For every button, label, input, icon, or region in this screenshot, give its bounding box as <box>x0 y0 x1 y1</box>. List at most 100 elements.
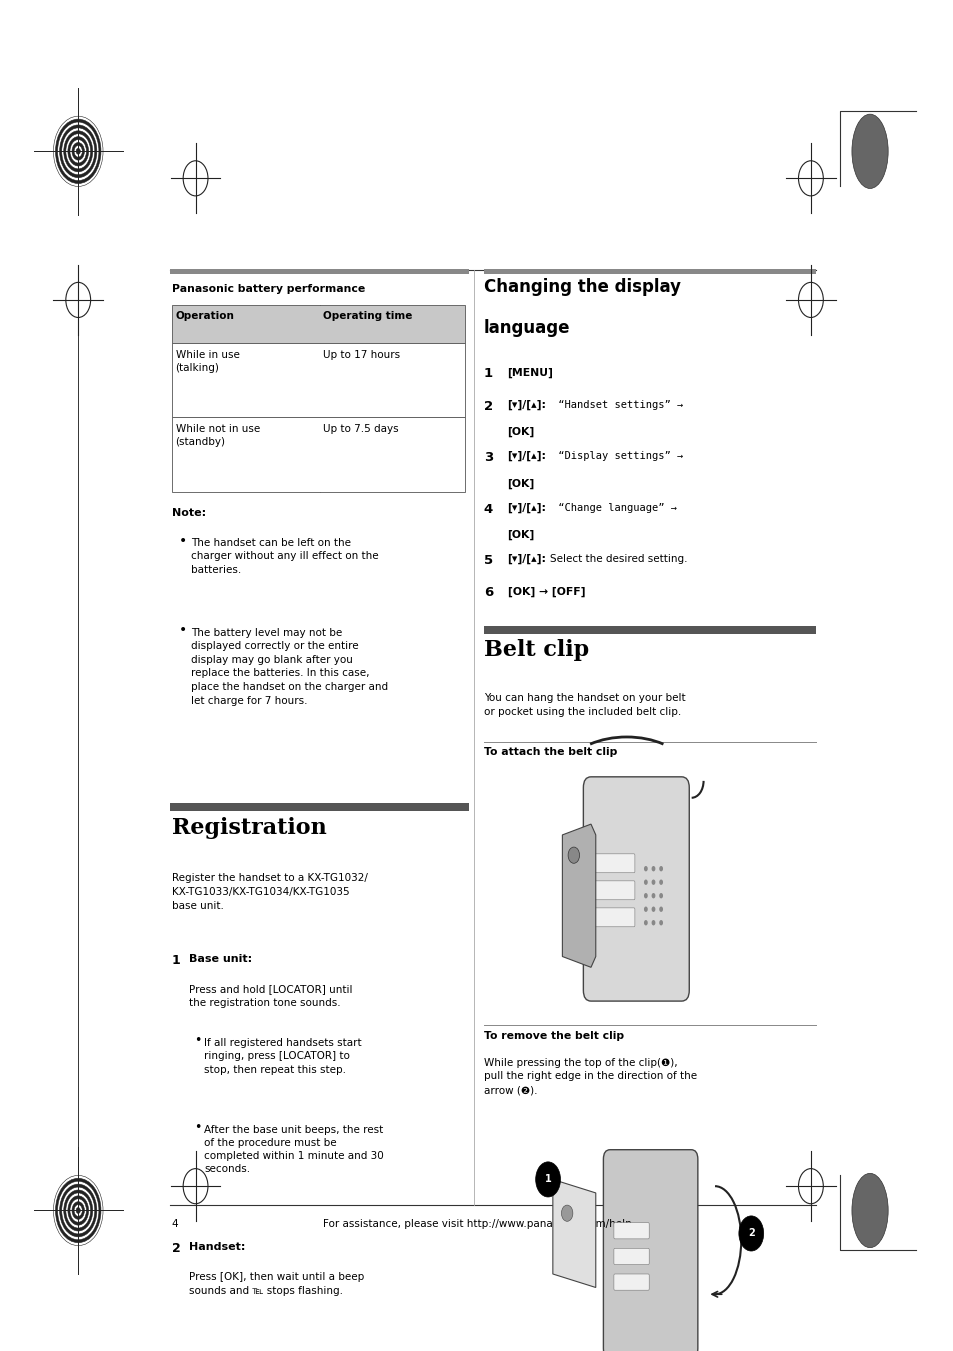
FancyBboxPatch shape <box>595 908 635 927</box>
FancyBboxPatch shape <box>602 1150 697 1351</box>
FancyBboxPatch shape <box>614 1274 648 1290</box>
FancyBboxPatch shape <box>583 777 688 1001</box>
Text: [OK]: [OK] <box>507 427 535 438</box>
Text: If all registered handsets start
ringing, press [LOCATOR] to
stop, then repeat t: If all registered handsets start ringing… <box>204 1039 361 1074</box>
Text: Select the desired setting.: Select the desired setting. <box>549 554 686 563</box>
FancyBboxPatch shape <box>614 1248 648 1265</box>
Circle shape <box>76 1208 80 1213</box>
Circle shape <box>55 1178 101 1243</box>
FancyBboxPatch shape <box>172 417 464 492</box>
Ellipse shape <box>851 115 887 188</box>
Circle shape <box>68 1196 89 1225</box>
Text: Operating time: Operating time <box>323 311 413 320</box>
Text: Handset:: Handset: <box>189 1243 245 1252</box>
FancyBboxPatch shape <box>595 881 635 900</box>
Circle shape <box>535 1162 559 1197</box>
Text: [▾]/[▴]:: [▾]/[▴]: <box>507 451 546 462</box>
Circle shape <box>62 128 94 174</box>
Circle shape <box>651 920 655 925</box>
Text: To remove the belt clip: To remove the belt clip <box>483 1031 623 1040</box>
Circle shape <box>659 893 662 898</box>
Text: You can hang the handset on your belt
or pocket using the included belt clip.: You can hang the handset on your belt or… <box>483 693 684 716</box>
Text: Up to 17 hours: Up to 17 hours <box>323 350 400 359</box>
Circle shape <box>74 146 82 157</box>
Text: Panasonic battery performance: Panasonic battery performance <box>172 284 365 293</box>
Text: 1: 1 <box>544 1174 551 1185</box>
Circle shape <box>68 136 89 166</box>
Circle shape <box>659 880 662 885</box>
Text: For assistance, please visit http://www.panasonic.com/help: For assistance, please visit http://www.… <box>322 1219 631 1228</box>
Text: Note:: Note: <box>172 508 206 517</box>
Circle shape <box>659 920 662 925</box>
Text: [OK]: [OK] <box>507 530 535 540</box>
Circle shape <box>71 1202 84 1219</box>
Text: 1: 1 <box>483 367 493 381</box>
Text: 5: 5 <box>483 554 493 567</box>
Circle shape <box>64 131 92 172</box>
Circle shape <box>59 126 97 177</box>
Text: 4: 4 <box>172 1219 178 1228</box>
Circle shape <box>53 1175 103 1246</box>
Text: “Handset settings” →: “Handset settings” → <box>551 400 682 409</box>
Circle shape <box>74 1205 82 1216</box>
FancyBboxPatch shape <box>483 269 815 274</box>
Text: 4: 4 <box>483 503 493 516</box>
Circle shape <box>659 866 662 871</box>
Text: [MENU]: [MENU] <box>507 367 553 378</box>
Text: The battery level may not be
displayed correctly or the entire
display may go bl: The battery level may not be displayed c… <box>191 628 388 705</box>
Circle shape <box>59 1183 97 1238</box>
Text: The handset can be left on the
charger without any ill effect on the
batteries.: The handset can be left on the charger w… <box>191 538 378 576</box>
FancyBboxPatch shape <box>172 305 464 343</box>
Circle shape <box>70 1198 87 1223</box>
Circle shape <box>64 1190 92 1231</box>
Circle shape <box>651 880 655 885</box>
FancyBboxPatch shape <box>172 343 464 417</box>
Text: “Change language” →: “Change language” → <box>551 503 676 512</box>
Text: While pressing the top of the clip(❶),
pull the right edge in the direction of t: While pressing the top of the clip(❶), p… <box>483 1058 696 1096</box>
Text: Register the handset to a KX-TG1032/
KX-TG1033/KX-TG1034/KX-TG1035
base unit.: Register the handset to a KX-TG1032/ KX-… <box>172 874 367 911</box>
Circle shape <box>57 1181 99 1240</box>
Circle shape <box>659 907 662 912</box>
FancyBboxPatch shape <box>483 626 815 634</box>
Text: •: • <box>193 1121 201 1133</box>
Text: •: • <box>179 624 188 638</box>
Text: 2: 2 <box>483 400 493 413</box>
Polygon shape <box>552 1179 595 1288</box>
Circle shape <box>560 1205 572 1221</box>
Text: While not in use
(standby): While not in use (standby) <box>175 424 259 447</box>
Text: 6: 6 <box>483 586 493 600</box>
Circle shape <box>643 866 647 871</box>
Circle shape <box>70 139 87 163</box>
Text: Base unit:: Base unit: <box>189 955 252 965</box>
Text: [▾]/[▴]:: [▾]/[▴]: <box>507 400 546 411</box>
Text: Registration: Registration <box>172 817 326 839</box>
Text: 2: 2 <box>172 1243 180 1255</box>
Text: While in use
(talking): While in use (talking) <box>175 350 239 373</box>
Circle shape <box>651 893 655 898</box>
Circle shape <box>643 893 647 898</box>
FancyBboxPatch shape <box>170 804 469 812</box>
Circle shape <box>643 920 647 925</box>
Text: [▾]/[▴]:: [▾]/[▴]: <box>507 503 546 513</box>
Text: Press [OK], then wait until a beep
sounds and ℡ stops flashing.: Press [OK], then wait until a beep sound… <box>189 1273 364 1296</box>
Circle shape <box>76 149 80 154</box>
Polygon shape <box>561 824 595 967</box>
Text: [OK] → [OFF]: [OK] → [OFF] <box>507 586 584 597</box>
Text: Belt clip: Belt clip <box>483 639 588 661</box>
FancyBboxPatch shape <box>170 269 469 274</box>
Text: language: language <box>483 319 570 336</box>
FancyBboxPatch shape <box>614 1223 648 1239</box>
Circle shape <box>57 122 99 181</box>
Circle shape <box>651 866 655 871</box>
Text: Press and hold [LOCATOR] until
the registration tone sounds.: Press and hold [LOCATOR] until the regis… <box>189 985 352 1008</box>
Circle shape <box>643 907 647 912</box>
Text: To attach the belt clip: To attach the belt clip <box>483 747 617 757</box>
Text: Changing the display: Changing the display <box>483 278 679 296</box>
Circle shape <box>55 119 101 184</box>
FancyBboxPatch shape <box>595 854 635 873</box>
Text: “Display settings” →: “Display settings” → <box>551 451 682 461</box>
Ellipse shape <box>851 1173 887 1248</box>
Circle shape <box>66 134 91 169</box>
Text: 2: 2 <box>747 1228 754 1239</box>
Circle shape <box>62 1188 94 1233</box>
